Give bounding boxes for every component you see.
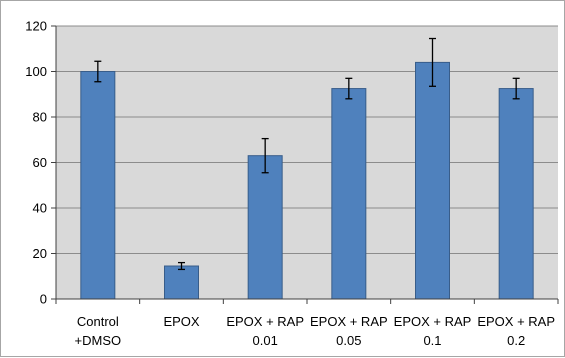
- bar: [331, 88, 367, 300]
- x-tick-label: EPOX + RAP: [310, 314, 388, 329]
- y-tick-label: 40: [33, 201, 47, 216]
- y-tick-label: 120: [25, 19, 47, 34]
- bar: [247, 155, 283, 300]
- x-tick-label: +DMSO: [75, 333, 122, 348]
- error-bars: [94, 37, 520, 271]
- x-tick-label: EPOX: [163, 314, 199, 329]
- y-tick-label: 80: [33, 110, 47, 125]
- bar: [164, 265, 199, 300]
- y-tick-label: 100: [25, 64, 47, 79]
- gridlines: [51, 25, 558, 300]
- x-tick-label: EPOX + RAP: [226, 314, 304, 329]
- x-tick-labels: Control +DMSO EPOX EPOX + RAP 0.01 EPOX + RAP…: [75, 314, 555, 348]
- x-tick-label: 0.2: [507, 333, 525, 348]
- x-tick-label: EPOX + RAP: [477, 314, 555, 329]
- x-tick-label: 0.1: [423, 333, 441, 348]
- x-tick-label: Control: [77, 314, 119, 329]
- axes: [55, 26, 559, 304]
- y-tick-label: 60: [33, 155, 47, 170]
- bar: [80, 71, 116, 300]
- x-tick-label: EPOX + RAP: [394, 314, 472, 329]
- y-tick-labels: 0 20 40 60 80 100 120: [25, 19, 47, 307]
- bar: [498, 88, 534, 300]
- x-tick-label: 0.01: [253, 333, 278, 348]
- y-tick-label: 0: [40, 292, 47, 307]
- bars: [80, 61, 534, 300]
- bar: [415, 61, 450, 300]
- x-tick-label: 0.05: [336, 333, 361, 348]
- y-tick-label: 20: [33, 246, 47, 261]
